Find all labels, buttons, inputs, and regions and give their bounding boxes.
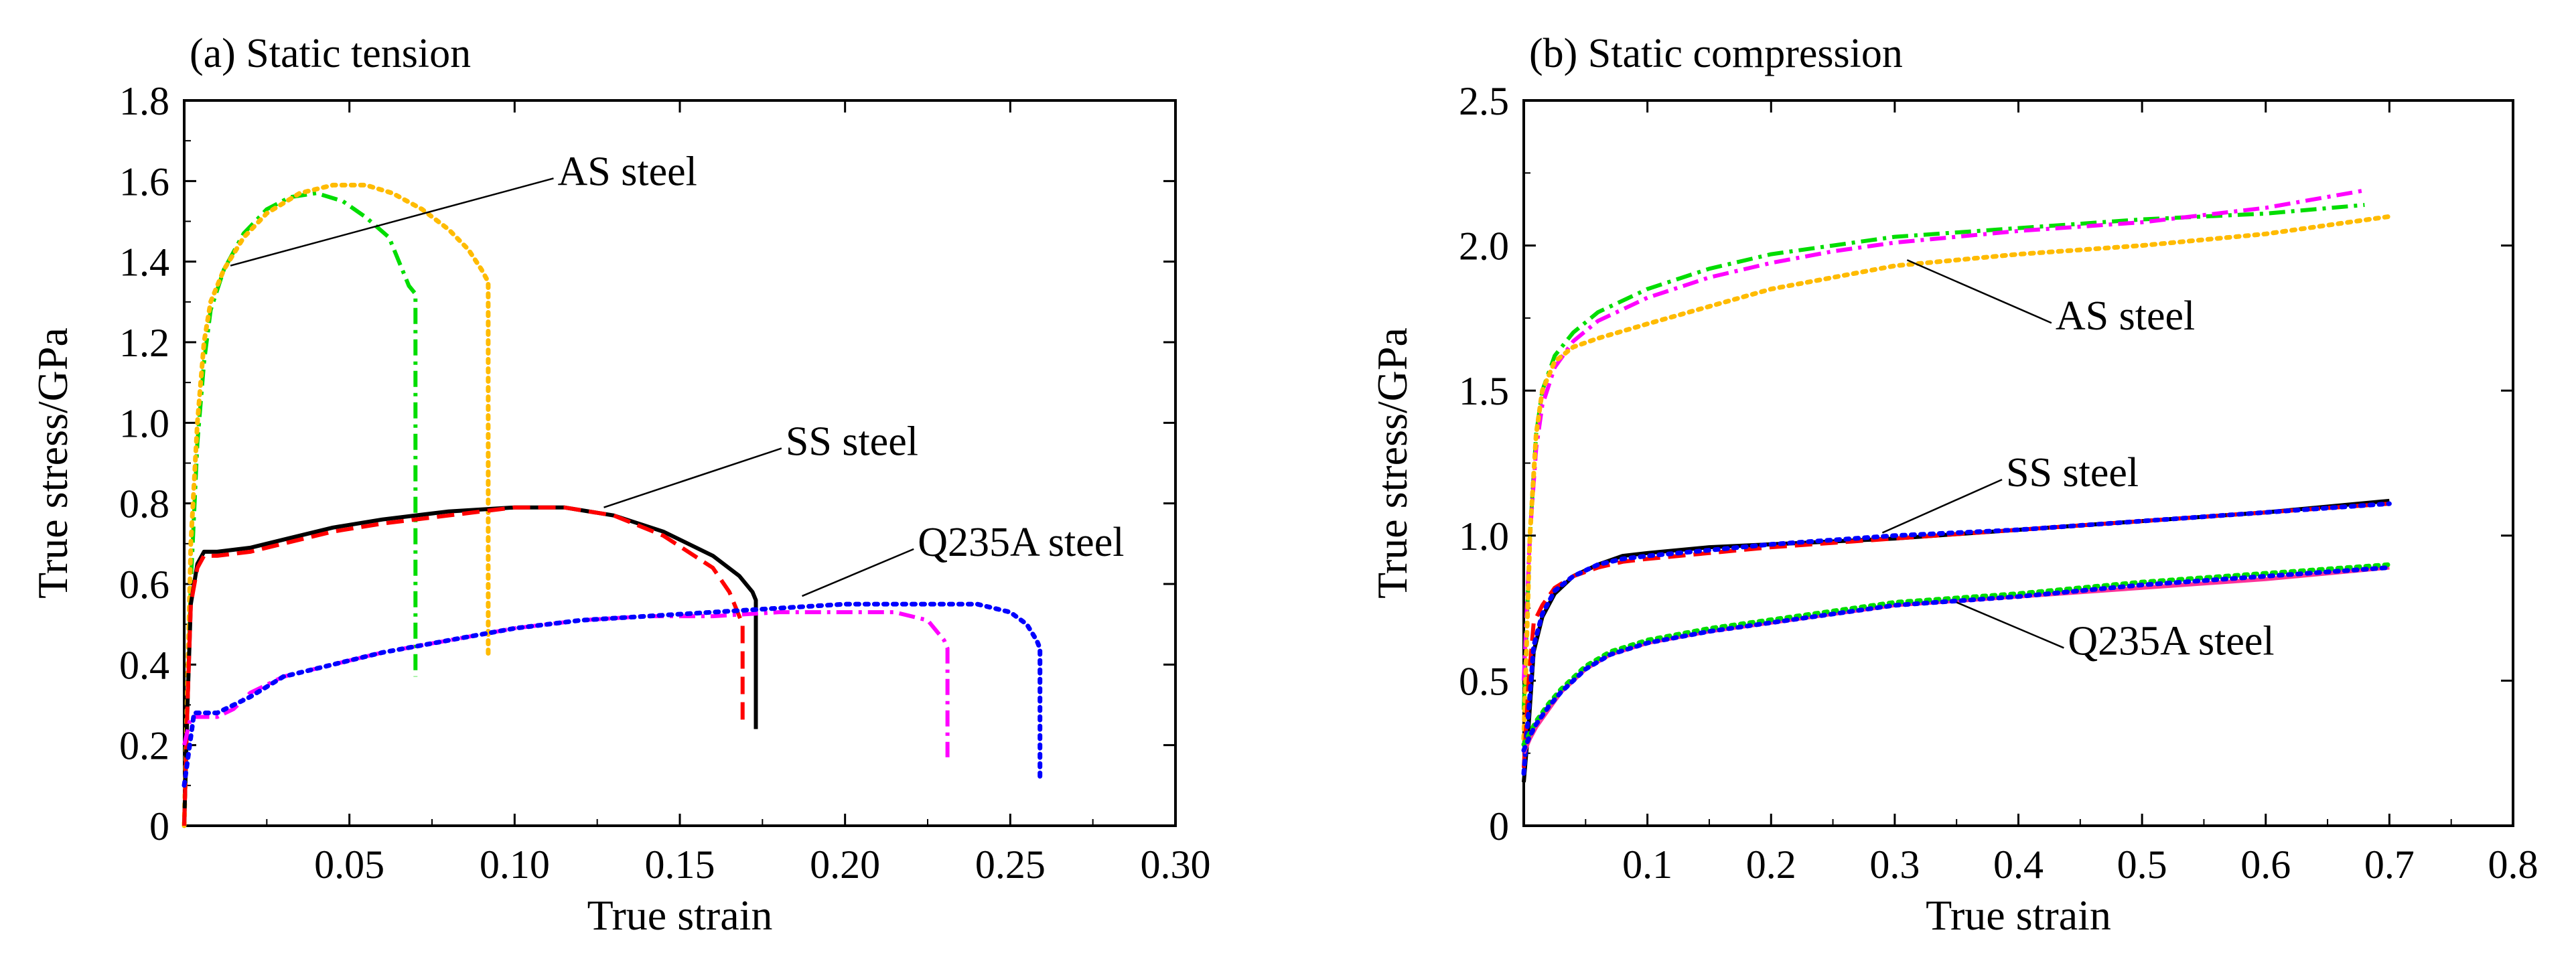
chart-title: (b) Static compression [1529, 31, 1903, 76]
y-tick-label: 1.5 [1459, 369, 1509, 413]
x-tick-label: 0.2 [1746, 842, 1796, 887]
annotation-leader-line [230, 177, 554, 267]
chart-panel-1: (a) Static tension 0 0.2 0.4 0.6 0.8 1.0 1.2 1.4… [29, 31, 1211, 939]
series-line-4 [182, 505, 745, 826]
plot-frame [183, 99, 1177, 827]
annotation-leader-line [603, 447, 782, 508]
y-tick-label: 0 [149, 804, 169, 849]
x-tick-label: 0.4 [1993, 842, 2044, 887]
series-line-1 [182, 191, 418, 826]
annotation-label: AS steel [557, 149, 697, 194]
y-tick-label: 1.0 [119, 401, 169, 445]
x-tick-label: 0.7 [2364, 842, 2415, 887]
y-axis-label: True stress/GPa [1368, 327, 1416, 599]
series-line-6 [1521, 501, 2392, 776]
annotation-label: SS steel [2006, 450, 2139, 496]
x-tick-label: 0.3 [1869, 842, 1920, 887]
series-line-5 [182, 610, 950, 757]
series-line-9 [1521, 565, 2392, 753]
x-tick-label: 0.15 [645, 842, 715, 887]
y-tick-label: 1.0 [1459, 514, 1509, 559]
annotation-leader-line [1956, 601, 2064, 649]
y-tick-label: 1.2 [119, 321, 169, 365]
y-tick-label: 0 [1489, 804, 1509, 849]
x-axis-label: True strain [1926, 891, 2111, 939]
y-tick-label: 1.4 [119, 240, 169, 285]
annotation-label: Q235A steel [2068, 618, 2274, 664]
series-line-2 [1522, 188, 2365, 681]
series-line-6 [182, 601, 1043, 788]
y-axis-label: True stress/GPa [29, 327, 76, 599]
x-tick-label: 0.1 [1622, 842, 1672, 887]
x-tick-label: 0.05 [314, 842, 384, 887]
x-tick-label: 0.8 [2488, 842, 2538, 887]
y-tick-label: 0.4 [119, 643, 169, 687]
x-tick-label: 0.10 [480, 842, 550, 887]
y-tick-label: 0.6 [119, 563, 169, 607]
x-tick-label: 0.25 [975, 842, 1046, 887]
chart-panel-2: (b) Static compression 0 0.5 1.0 1.5 2.0 2.5 0.… [1368, 31, 2538, 939]
annotation-label: Q235A steel [918, 520, 1124, 565]
annotation-leader-line [1881, 479, 2003, 534]
y-tick-label: 1.8 [119, 79, 169, 123]
annotation-leader-line [802, 548, 914, 597]
series-line-3 [182, 505, 758, 826]
y-tick-label: 0.5 [1459, 659, 1509, 703]
y-tick-label: 1.6 [119, 159, 169, 204]
annotation-label: SS steel [786, 419, 918, 464]
y-tick-label: 2.0 [1459, 224, 1509, 269]
series-line-2 [182, 182, 491, 828]
x-tick-label: 0.5 [2117, 842, 2167, 887]
y-tick-label: 0.8 [119, 482, 169, 526]
y-tick-label: 2.5 [1459, 79, 1509, 123]
annotation-label: AS steel [2056, 293, 2195, 339]
x-tick-label: 0.20 [810, 842, 880, 887]
x-axis-label: True strain [587, 891, 773, 939]
y-tick-label: 0.2 [119, 724, 169, 768]
chart-title: (a) Static tension [190, 31, 471, 76]
series-line-3 [1521, 214, 2392, 741]
annotation-leader-line [1906, 259, 2052, 324]
x-tick-label: 0.6 [2240, 842, 2291, 887]
x-tick-label: 0.30 [1141, 842, 1211, 887]
